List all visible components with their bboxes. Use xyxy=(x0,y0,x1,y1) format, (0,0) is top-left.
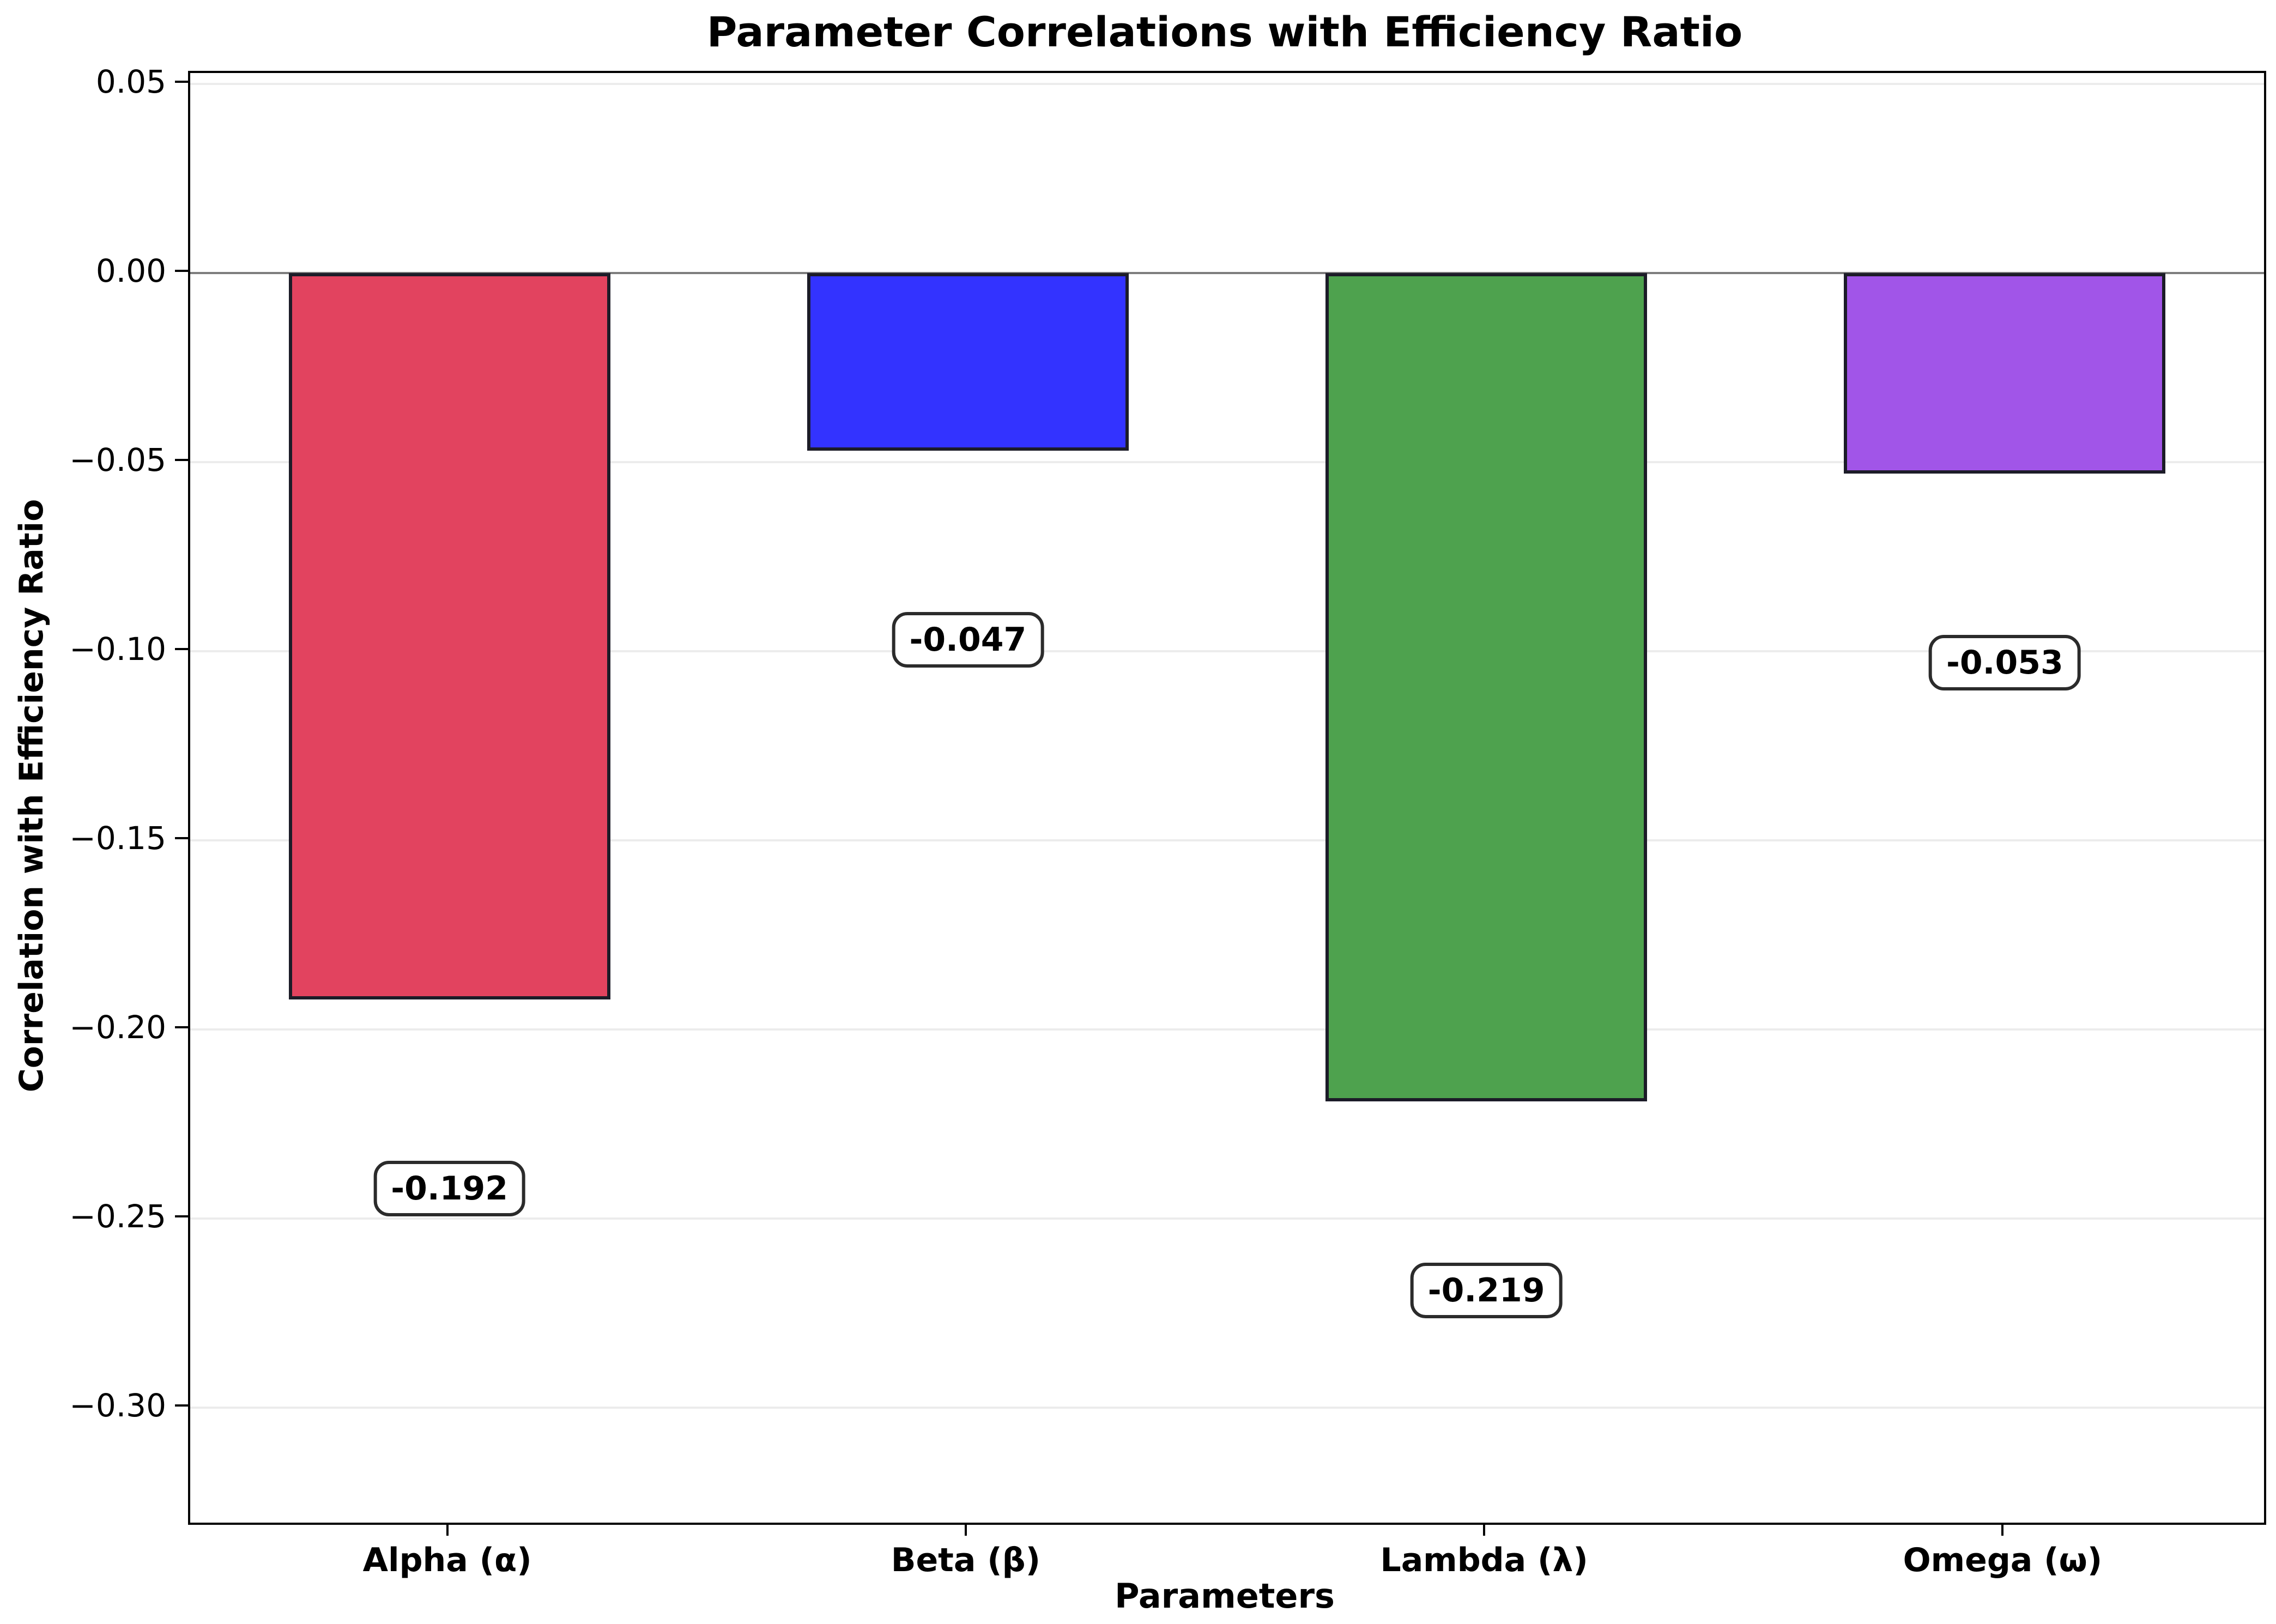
x-tick xyxy=(2001,1523,2004,1536)
x-axis-label: Parameters xyxy=(1115,1576,1335,1616)
y-tick-label: −0.20 xyxy=(69,1009,166,1046)
y-tick-label: −0.25 xyxy=(69,1198,166,1235)
chart-title: Parameter Correlations with Efficiency R… xyxy=(706,8,1743,56)
x-tick-label: Alpha (α) xyxy=(362,1541,532,1579)
gridline xyxy=(190,1407,2264,1409)
bar-value-label: -0.219 xyxy=(1410,1262,1563,1318)
y-tick-label: −0.10 xyxy=(69,631,166,668)
y-tick xyxy=(175,1026,188,1029)
y-tick xyxy=(175,1215,188,1218)
y-tick-label: 0.00 xyxy=(95,252,166,290)
gridline xyxy=(190,1217,2264,1220)
y-tick-label: −0.05 xyxy=(69,441,166,479)
y-tick xyxy=(175,81,188,83)
x-tick xyxy=(446,1523,449,1536)
y-tick xyxy=(175,837,188,840)
bar-value-label: -0.192 xyxy=(373,1160,525,1216)
bar-Omega (ω) xyxy=(1844,273,2166,474)
bar-Alpha (α) xyxy=(288,273,610,999)
gridline xyxy=(190,83,2264,86)
x-tick-label: Omega (ω) xyxy=(1903,1541,2103,1579)
gridline xyxy=(190,1028,2264,1031)
x-tick-label: Lambda (λ) xyxy=(1380,1541,1588,1579)
y-tick xyxy=(175,270,188,272)
x-tick-label: Beta (β) xyxy=(891,1541,1041,1579)
y-tick-label: 0.05 xyxy=(95,63,166,101)
gridline xyxy=(190,461,2264,464)
y-axis-label: Correlation with Efficiency Ratio xyxy=(13,499,51,1093)
y-tick-label: −0.30 xyxy=(69,1387,166,1425)
y-tick xyxy=(175,1404,188,1407)
gridline xyxy=(190,650,2264,653)
y-tick-label: −0.15 xyxy=(69,820,166,857)
y-tick xyxy=(175,459,188,462)
x-tick xyxy=(964,1523,967,1536)
bar-Lambda (λ) xyxy=(1325,273,1647,1101)
gridline xyxy=(190,839,2264,842)
bar-Beta (β) xyxy=(807,273,1129,451)
bar-value-label: -0.053 xyxy=(1929,634,2081,690)
zero-line xyxy=(190,272,2264,275)
plot-area: -0.192 -0.047 -0.219 -0.053 xyxy=(188,71,2266,1525)
bar-value-label: -0.047 xyxy=(892,612,1044,668)
y-tick xyxy=(175,648,188,651)
x-tick xyxy=(1483,1523,1486,1536)
